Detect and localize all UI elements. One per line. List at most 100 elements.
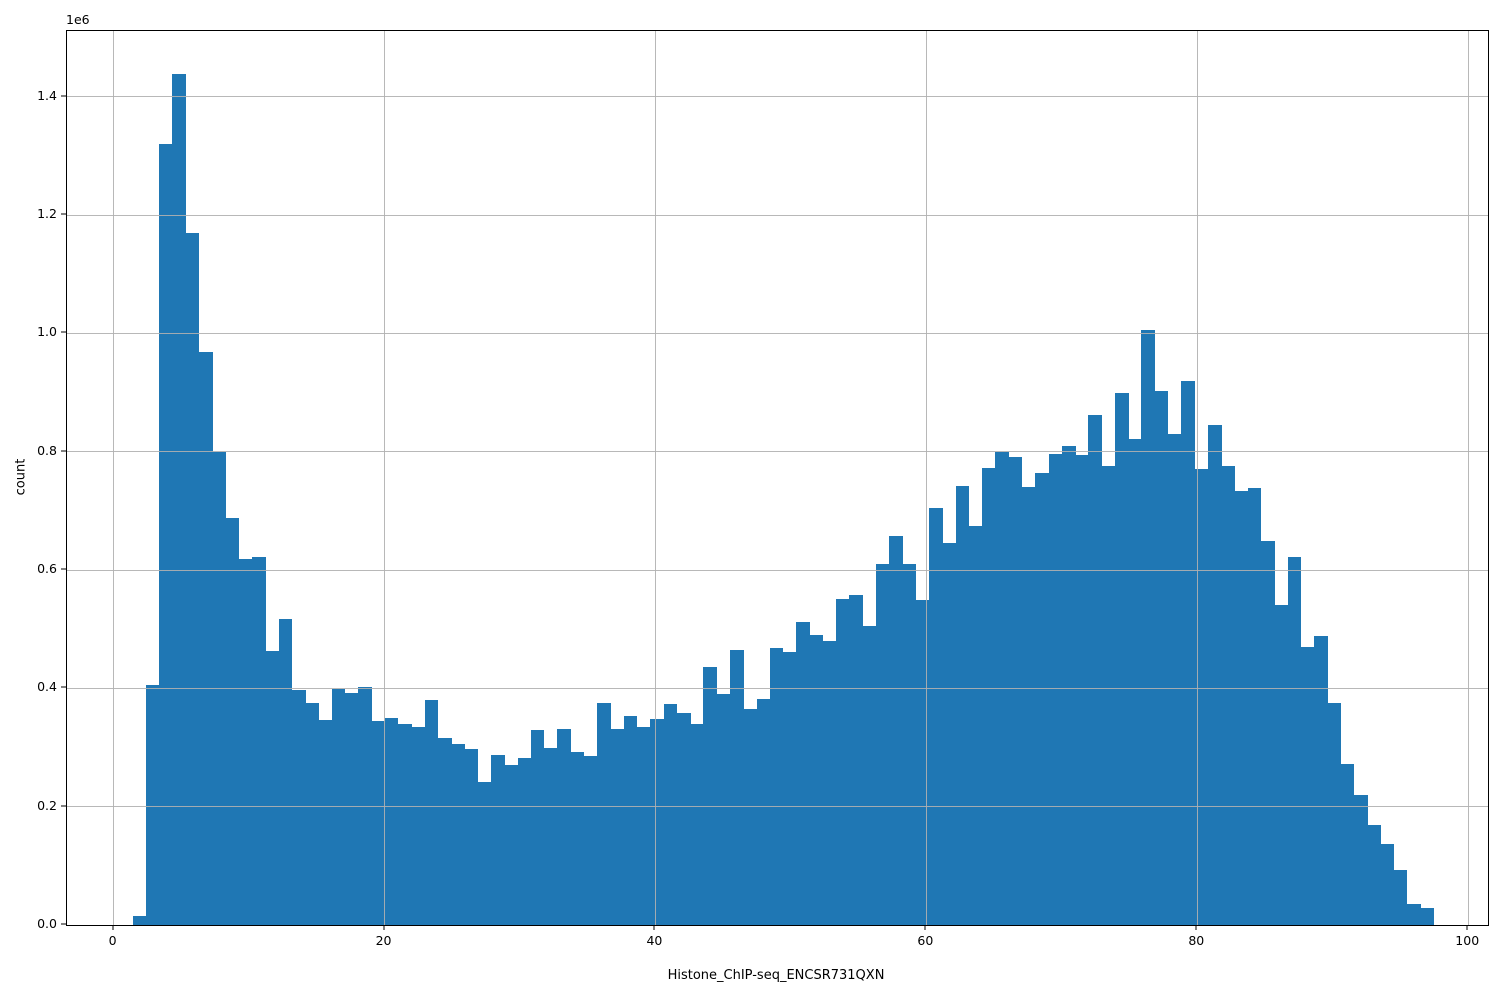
histogram-bar	[557, 729, 572, 925]
histogram-bar	[1274, 605, 1288, 925]
histogram-bar	[1380, 843, 1395, 925]
histogram-bar	[1207, 424, 1222, 925]
histogram-bar	[225, 518, 240, 925]
histogram-bar	[1353, 794, 1368, 925]
histogram-bar	[1022, 487, 1036, 925]
histogram-bar	[451, 744, 465, 925]
histogram-bar	[145, 685, 160, 925]
histogram-bar	[849, 594, 864, 925]
histogram-bar	[371, 720, 386, 925]
x-tick-mark	[1466, 925, 1468, 930]
histogram-bar	[650, 719, 664, 925]
histogram-bar	[915, 599, 930, 925]
histogram-bar	[1181, 380, 1195, 925]
histogram-bar	[875, 563, 890, 925]
histogram-bar	[822, 641, 837, 925]
histogram-bar	[1075, 454, 1089, 925]
histogram-bar	[756, 699, 771, 925]
gridline-horizontal	[67, 332, 1488, 334]
histogram-bar	[1340, 763, 1355, 925]
gridline-vertical	[113, 31, 115, 925]
histogram-bar	[278, 619, 293, 925]
histogram-bar	[703, 667, 718, 925]
histogram-bar	[1300, 647, 1315, 925]
histogram-bar	[1128, 439, 1142, 925]
histogram-bar	[437, 737, 452, 925]
gridline-horizontal	[67, 214, 1488, 216]
histogram-bar	[198, 352, 213, 925]
histogram-bar	[676, 713, 691, 925]
histogram-bar	[1221, 466, 1235, 925]
histogram-bar	[1420, 908, 1434, 925]
gridline-horizontal	[67, 569, 1488, 571]
gridline-horizontal	[67, 451, 1488, 453]
y-tick-label: 0.2	[37, 797, 57, 813]
x-tick-mark	[1195, 925, 1197, 930]
histogram-bar	[1194, 468, 1209, 925]
histogram-bar	[809, 634, 824, 925]
gridline-horizontal	[67, 96, 1488, 98]
x-tick-mark	[383, 925, 385, 930]
histogram-bar	[942, 543, 957, 925]
histogram-bar	[796, 621, 810, 925]
histogram-bar	[1168, 434, 1182, 925]
y-tick-mark	[61, 450, 66, 452]
histogram-bar	[464, 749, 479, 925]
histogram-bar	[1247, 487, 1262, 925]
histogram-bar	[1367, 825, 1381, 925]
histogram-bar	[769, 648, 784, 925]
histogram-bar	[995, 451, 1010, 925]
histogram-bar	[344, 692, 359, 925]
histogram-bar	[1260, 540, 1275, 925]
histogram-bar	[291, 690, 306, 925]
y-tick-mark	[61, 331, 66, 333]
histogram-bar	[252, 557, 266, 925]
histogram-bar	[583, 756, 598, 925]
histogram-bar	[1088, 415, 1103, 925]
x-axis-label: Histone_ChIP-seq_ENCSR731QXN	[667, 968, 885, 983]
histogram-bar	[1114, 393, 1129, 925]
histogram-bar	[305, 702, 319, 925]
y-tick-mark	[61, 568, 66, 570]
y-tick-label: 1.0	[37, 324, 57, 340]
histogram-bar	[902, 564, 917, 925]
y-tick-mark	[61, 686, 66, 688]
histogram-bar	[530, 730, 545, 925]
x-tick-label: 40	[646, 933, 663, 948]
histogram-bar	[1061, 445, 1076, 925]
y-axis-label: count	[13, 458, 29, 496]
x-tick-mark	[112, 925, 114, 930]
histogram-bar	[982, 467, 996, 925]
histogram-bar	[331, 689, 346, 925]
y-tick-label: 1.2	[37, 205, 57, 221]
x-tick-label: 20	[375, 933, 392, 948]
x-tick-label: 100	[1455, 933, 1480, 948]
histogram-bar	[610, 728, 625, 925]
histogram-bar	[1035, 473, 1049, 925]
plot-area	[66, 30, 1489, 926]
histogram-bar	[637, 726, 651, 925]
histogram-bar	[398, 723, 412, 925]
histogram-bar	[159, 144, 173, 925]
x-tick-mark	[653, 925, 655, 930]
histogram-bar	[663, 703, 678, 925]
histogram-bar	[836, 599, 850, 925]
histogram-bar	[477, 782, 492, 925]
y-tick-mark	[61, 805, 66, 807]
histogram-bar	[1327, 703, 1341, 925]
histogram-bar	[1314, 635, 1328, 925]
x-tick-mark	[924, 925, 926, 930]
histogram-bar	[716, 693, 731, 925]
histogram-bar	[517, 758, 532, 925]
histogram-bar	[1141, 329, 1156, 925]
histogram-bar	[1048, 453, 1063, 925]
histogram-bar	[1393, 870, 1408, 925]
y-tick-label: 0.6	[37, 560, 57, 576]
histogram-bar	[1101, 466, 1116, 925]
y-axis-offset-text: 1e6	[66, 12, 90, 27]
histogram-bar	[185, 232, 200, 925]
histogram-bar	[238, 559, 253, 925]
x-tick-label: 60	[917, 933, 934, 948]
histogram-bar	[743, 708, 757, 925]
